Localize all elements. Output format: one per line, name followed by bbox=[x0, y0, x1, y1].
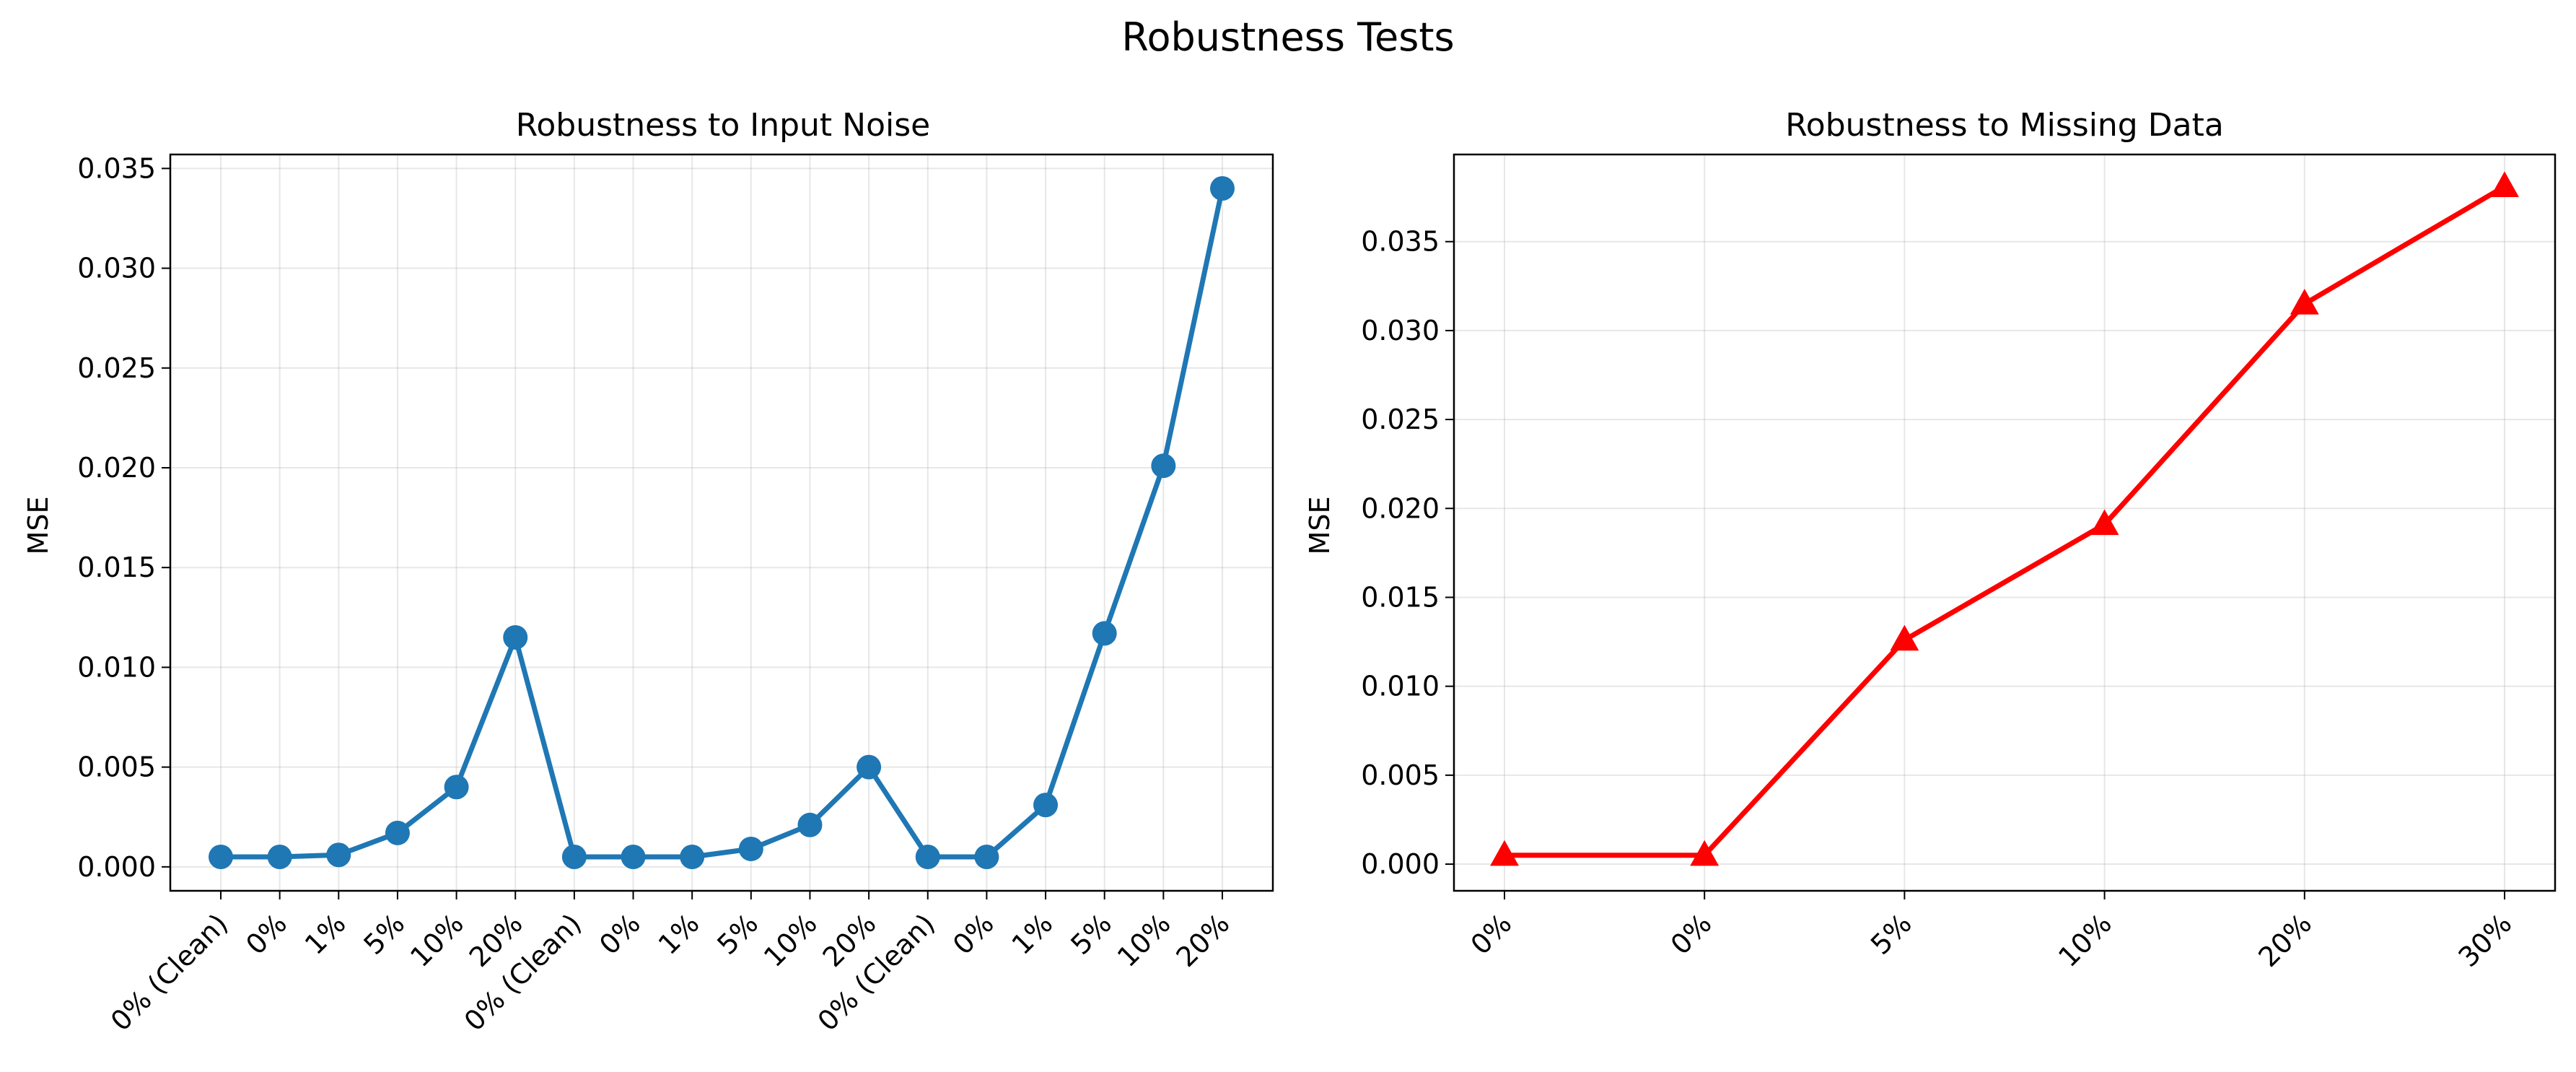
data-point bbox=[1490, 840, 1519, 866]
x-tick-label: 0% bbox=[1665, 907, 1718, 961]
y-tick-label: 0.005 bbox=[77, 751, 156, 783]
x-tick-label: 10% bbox=[1111, 907, 1177, 973]
x-tick-label: 0% (Clean) bbox=[105, 907, 235, 1037]
axes-frame bbox=[1453, 153, 2557, 892]
data-point bbox=[1890, 624, 1919, 651]
data-point bbox=[1210, 175, 1235, 201]
figure-title: Robustness Tests bbox=[1121, 14, 1454, 60]
plot-title-missing-data: Robustness to Missing Data bbox=[1785, 107, 2224, 144]
axes-frame bbox=[169, 153, 1274, 892]
x-tick-label: 1% bbox=[299, 907, 352, 961]
x-tick-label: 30% bbox=[2453, 907, 2518, 973]
data-point bbox=[503, 624, 528, 650]
data-point bbox=[1033, 793, 1059, 818]
x-tick-label: 10% bbox=[404, 907, 470, 973]
data-point bbox=[738, 836, 763, 861]
y-axis-label-input-noise: MSE bbox=[22, 497, 54, 555]
x-tick-label: 20% bbox=[1170, 907, 1236, 973]
plot-title-input-noise: Robustness to Input Noise bbox=[516, 107, 930, 144]
y-tick-label: 0.015 bbox=[1361, 581, 1440, 613]
series-line bbox=[218, 186, 1225, 860]
y-tick-label: 0.000 bbox=[77, 851, 156, 883]
x-tick-label: 5% bbox=[1865, 907, 1918, 961]
data-point bbox=[1092, 621, 1117, 646]
data-point bbox=[561, 845, 587, 870]
y-tick-label: 0.030 bbox=[77, 253, 156, 284]
y-tick-label: 0.000 bbox=[1361, 848, 1440, 880]
data-point bbox=[797, 812, 823, 837]
y-tick-label: 0.020 bbox=[77, 452, 156, 484]
data-point bbox=[915, 845, 940, 870]
data-point bbox=[974, 845, 999, 870]
x-tick-label: 1% bbox=[652, 907, 706, 961]
y-axis-label-missing-data: MSE bbox=[1304, 497, 1336, 555]
data-point bbox=[2490, 171, 2519, 198]
data-point bbox=[621, 845, 646, 870]
data-point bbox=[2290, 288, 2319, 315]
x-tick-label: 5% bbox=[358, 907, 411, 961]
y-tick-label: 0.015 bbox=[77, 552, 156, 583]
y-tick-label: 0.025 bbox=[77, 352, 156, 384]
y-tick-label: 0.005 bbox=[1361, 759, 1440, 791]
x-tick-label: 20% bbox=[2252, 907, 2318, 973]
y-tick-label: 0.030 bbox=[1361, 315, 1440, 347]
x-tick-label: 0% bbox=[1465, 907, 1518, 961]
data-point bbox=[209, 845, 233, 870]
x-tick-label: 10% bbox=[2052, 907, 2118, 973]
data-point bbox=[2090, 509, 2119, 536]
plot-input-noise: Robustness to Input Noise MSE 0.000 0.005… bbox=[22, 107, 1274, 1037]
x-tick-label: 0% bbox=[240, 907, 293, 961]
data-point bbox=[1690, 840, 1719, 866]
series-line bbox=[1502, 183, 2507, 858]
data-point bbox=[444, 775, 469, 800]
y-tick-label: 0.010 bbox=[1361, 671, 1440, 702]
data-point bbox=[857, 754, 882, 780]
x-tick-label: 5% bbox=[1064, 907, 1118, 961]
x-tick-label: 0% bbox=[947, 907, 1000, 961]
x-tick-label: 10% bbox=[758, 907, 823, 973]
y-tick-label: 0.010 bbox=[77, 651, 156, 683]
x-tick-label: 5% bbox=[711, 907, 764, 961]
y-tick-label: 0.025 bbox=[1361, 404, 1440, 435]
data-point bbox=[267, 845, 292, 870]
y-tick-label: 0.035 bbox=[77, 152, 156, 184]
data-point bbox=[326, 842, 351, 868]
data-point bbox=[1151, 453, 1176, 479]
plot-missing-data: Robustness to Missing Data MSE 0.000 0.00… bbox=[1304, 107, 2557, 973]
data-point bbox=[385, 820, 410, 845]
data-point bbox=[680, 845, 705, 870]
x-tick-label: 1% bbox=[1006, 907, 1059, 961]
x-tick-label: 0% bbox=[593, 907, 647, 961]
y-tick-label: 0.020 bbox=[1361, 492, 1440, 524]
y-tick-label: 0.035 bbox=[1361, 226, 1440, 258]
